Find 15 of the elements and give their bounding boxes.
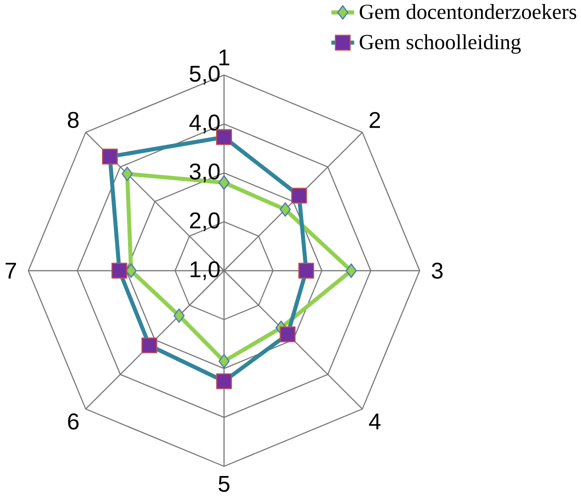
y-tick-label: 4,0 [189,114,220,134]
spoke-label: 8 [68,112,79,128]
spoke-label: 2 [370,112,380,128]
y-tick-label: 2,0 [190,212,220,232]
spoke-label: 6 [68,413,79,430]
y-tick-label: 3,0 [190,163,220,182]
spoke-label: 7 [6,262,16,278]
y-tick-label: 1,0 [190,261,220,280]
spoke-label: 5 [218,476,230,492]
spoke-label: 3 [432,262,443,279]
spoke-label: 1 [219,49,230,66]
spoke-label: 4 [369,413,380,430]
legend-label: Gem docentonderzoekers [360,4,576,19]
y-tick-label: 5,0 [190,65,220,84]
legend-label: Gem schoolleiding [360,34,521,54]
